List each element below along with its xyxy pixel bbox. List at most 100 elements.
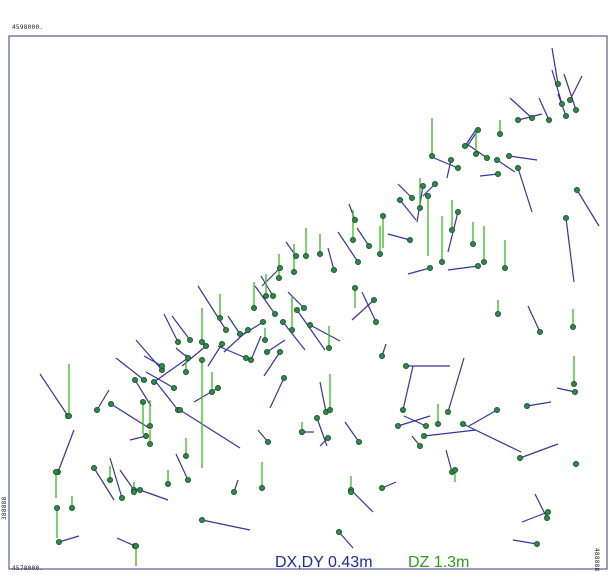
station-marker (570, 323, 577, 330)
horizontal-vector (119, 469, 135, 491)
horizontal-vector (309, 324, 341, 342)
horizontal-vector (266, 339, 286, 353)
station-marker (493, 156, 500, 163)
station-marker (142, 432, 149, 439)
horizontal-vector (534, 493, 548, 519)
station-marker (501, 264, 508, 271)
horizontal-vector (447, 357, 465, 413)
station-marker (424, 192, 431, 199)
station-marker (216, 314, 223, 321)
horizontal-vector (351, 299, 375, 321)
horizontal-vector (466, 143, 488, 159)
station-marker (300, 304, 307, 311)
horizontal-vector (446, 159, 452, 179)
station-marker (534, 541, 541, 548)
horizontal-vector (479, 173, 499, 177)
station-marker (563, 113, 570, 120)
horizontal-vector (509, 97, 533, 119)
horizontal-vector (139, 489, 169, 501)
station-marker (537, 328, 544, 335)
west-coordinate-label: 388888 (1, 496, 8, 520)
station-marker (472, 150, 479, 157)
station-marker (399, 406, 406, 413)
station-marker (431, 180, 438, 187)
station-marker (420, 432, 427, 439)
horizontal-vector (319, 381, 327, 413)
horizontal-vector (153, 357, 189, 383)
station-marker (131, 376, 138, 383)
station-marker (298, 428, 305, 435)
station-marker (91, 464, 98, 471)
station-marker (244, 326, 251, 333)
station-marker (198, 517, 205, 524)
station-marker (408, 194, 415, 201)
station-marker (474, 262, 481, 269)
horizontal-vector (57, 429, 75, 473)
horizontal-vector (538, 97, 550, 121)
station-marker (349, 236, 356, 243)
station-marker (139, 398, 146, 405)
station-marker (250, 304, 257, 311)
horizontal-vector (445, 449, 453, 473)
station-marker (198, 338, 205, 345)
station-marker (559, 101, 566, 108)
station-marker (461, 142, 468, 149)
horizontal-vector (464, 127, 478, 147)
station-marker (444, 408, 451, 415)
station-marker (493, 406, 500, 413)
station-marker (271, 310, 278, 317)
station-marker (279, 318, 286, 325)
horizontal-vector (197, 285, 227, 331)
station-marker (545, 508, 552, 515)
horizontal-vector (254, 285, 276, 315)
station-marker (459, 420, 466, 427)
east-coordinate-label: 488888 (593, 548, 600, 572)
station-marker (280, 374, 287, 381)
station-marker (293, 306, 300, 313)
station-marker (66, 412, 73, 419)
station-marker (130, 488, 137, 495)
horizontal-vector (361, 291, 377, 323)
station-marker (355, 438, 362, 445)
station-marker (53, 468, 60, 475)
vertical-displacement-vectors (55, 118, 575, 566)
station-marker (354, 258, 361, 265)
station-marker (365, 242, 372, 249)
station-marker (546, 117, 553, 124)
horizontal-vector (134, 379, 152, 407)
horizontal-vector (337, 231, 359, 263)
station-marker (263, 348, 270, 355)
station-marker (136, 486, 143, 493)
horizontal-vector (143, 355, 163, 367)
station-marker (555, 81, 562, 88)
horizontal-vector (512, 539, 538, 545)
station-marker (184, 476, 191, 483)
horizontal-vector (423, 429, 477, 437)
horizontal-vector (338, 531, 354, 549)
station-marker (313, 414, 320, 421)
station-marker (454, 208, 461, 215)
south-coordinate-label: 4578000. (12, 565, 44, 572)
horizontal-vector (565, 217, 575, 283)
horizontal-vector (282, 321, 306, 351)
horizontal-vector (115, 357, 145, 381)
horizontal-displacement-vectors (39, 47, 600, 549)
station-marker (276, 264, 283, 271)
station-marker (496, 130, 503, 137)
station-marker (376, 250, 383, 257)
station-marker (419, 182, 426, 189)
horizontal-vector (109, 457, 123, 499)
station-marker (515, 117, 522, 124)
horizontal-vector (397, 415, 431, 427)
station-marker (469, 240, 476, 247)
station-marker (184, 354, 191, 361)
station-marker (247, 356, 254, 363)
station-marker (378, 484, 385, 491)
station-marker (330, 266, 337, 273)
horizontal-vector (356, 227, 370, 247)
horizontal-vector (407, 267, 431, 275)
station-marker (394, 422, 401, 429)
station-marker (176, 406, 183, 413)
station-marker (571, 380, 578, 387)
